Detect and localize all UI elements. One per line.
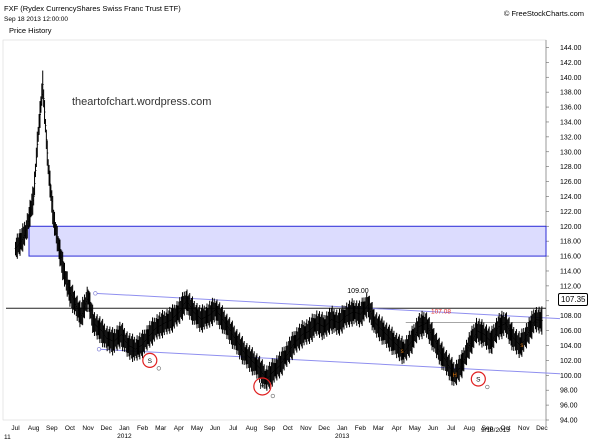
y-tick-label: 122.00: [560, 209, 582, 216]
level-label-107: 107.08: [431, 309, 451, 316]
panel-label: Price History: [9, 26, 52, 35]
x-month-label: Dec: [100, 425, 112, 432]
y-tick-label: 126.00: [560, 179, 582, 186]
y-tick-label: 128.00: [560, 164, 582, 171]
x-month-label: Aug: [246, 425, 258, 432]
x-month-label: Aug: [463, 425, 475, 432]
pattern-anchor: [270, 393, 275, 399]
x-month-label: Oct: [65, 425, 75, 432]
x-year-label: 2012: [117, 433, 132, 440]
y-tick-label: 144.00: [560, 45, 582, 52]
y-tick-label: 102.00: [560, 358, 582, 365]
x-month-label: Jan: [119, 425, 130, 432]
y-tick-label: 108.00: [560, 313, 582, 320]
x-month-label: Oct: [283, 425, 293, 432]
x-month-label: Jan: [337, 425, 348, 432]
y-tick-label: 100.00: [560, 373, 582, 380]
trendline-anchor: [93, 291, 98, 296]
pattern-anchor: [485, 384, 490, 390]
y-tick-label: 124.00: [560, 194, 582, 201]
symbol-title: FXF (Rydex CurrencyShares Swiss Franc Tr…: [4, 4, 181, 13]
x-month-label: Jun: [210, 425, 221, 432]
x-month-label: May: [409, 425, 422, 432]
x-month-label: Feb: [355, 425, 367, 432]
x-month-label: Sep: [46, 425, 58, 432]
watermark-text: theartofchart.wordpress.com: [72, 96, 212, 108]
trendline-lower: [98, 348, 561, 375]
x-month-label: Jul: [447, 425, 456, 432]
x-month-label: Aug: [28, 425, 40, 432]
pattern-mark-s: s: [520, 343, 523, 349]
y-tick-label: 138.00: [560, 90, 582, 97]
pattern-circle-h: [253, 377, 272, 396]
y-tick-label: 94.00: [560, 418, 578, 425]
y-tick-label: 142.00: [560, 60, 582, 67]
price-zone-box: [28, 225, 547, 257]
trendline-upper: [95, 292, 561, 320]
y-tick-label: 120.00: [560, 224, 582, 231]
last-price-tag: 107.35: [558, 293, 589, 306]
x-month-label: Dec: [318, 425, 330, 432]
pattern-anchor: [156, 366, 161, 371]
x-month-label: Dec: [536, 425, 548, 432]
x-month-label: Apr: [174, 425, 185, 432]
x-month-label: Apr: [392, 425, 403, 432]
y-tick-label: 114.00: [560, 268, 581, 275]
pattern-circle-s: [142, 352, 158, 368]
pattern-label-h: H: [259, 382, 265, 391]
x-month-label: Nov: [82, 425, 94, 432]
date-line: Sep 18 2013 12:00:00: [4, 16, 68, 23]
x-year-label: 2013: [335, 433, 350, 440]
x-month-label: Mar: [373, 425, 385, 432]
bottom-left-mark: 11: [4, 434, 11, 441]
y-tick-label: 132.00: [560, 134, 582, 141]
x-month-label: Oct: [500, 425, 510, 432]
x-month-label: May: [191, 425, 204, 432]
x-month-label: Nov: [518, 425, 530, 432]
x-month-label: Jul: [229, 425, 238, 432]
pattern-circle-s: [470, 371, 486, 387]
y-tick-label: 116.00: [560, 254, 581, 261]
x-month-label: Jun: [428, 425, 439, 432]
x-month-label: Jul: [11, 425, 20, 432]
x-month-label: Mar: [155, 425, 167, 432]
x-month-label: Sep: [482, 425, 494, 432]
y-tick-label: 130.00: [560, 149, 582, 156]
pattern-label-s: S: [476, 377, 481, 384]
x-month-label: Feb: [137, 425, 149, 432]
y-tick-label: 112.00: [560, 283, 581, 290]
trendline-anchor: [96, 347, 102, 352]
x-month-label: Nov: [300, 425, 312, 432]
y-tick-label: 96.00: [560, 403, 578, 410]
y-tick-label: 140.00: [560, 75, 582, 82]
pattern-mark-h: H: [453, 373, 457, 379]
pattern-label-s: S: [148, 358, 153, 365]
level-label-109: 109.00: [347, 288, 369, 295]
y-tick-label: 98.00: [560, 388, 578, 395]
x-month-label: Sep: [264, 425, 276, 432]
y-tick-label: 104.00: [560, 343, 582, 350]
y-tick-label: 134.00: [560, 119, 582, 126]
y-tick-label: 106.00: [560, 328, 582, 335]
y-tick-label: 118.00: [560, 239, 581, 246]
pattern-mark-s: s: [401, 349, 404, 355]
y-tick-label: 136.00: [560, 105, 582, 112]
brand-label: © FreeStockCharts.com: [503, 9, 584, 18]
footer-date: 9/18/2013: [481, 427, 510, 434]
